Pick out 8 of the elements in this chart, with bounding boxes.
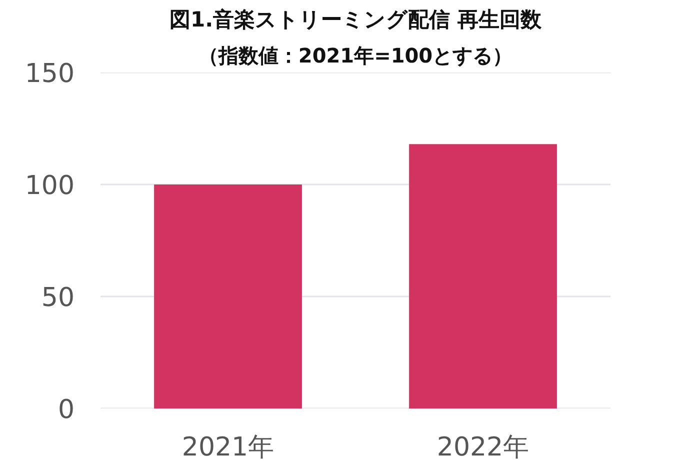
y-tick-label: 150	[24, 59, 75, 89]
chart-title: 図1.音楽ストリーミング配信 再生回数	[170, 8, 542, 32]
x-tick-label: 2021年	[182, 432, 274, 462]
y-tick-label: 50	[41, 283, 75, 313]
y-tick-label: 0	[58, 395, 75, 425]
y-tick-label: 100	[24, 171, 75, 201]
x-tick-label: 2022年	[436, 432, 530, 462]
chart-subtitle: （指数値：2021年=100とする）	[198, 44, 513, 68]
